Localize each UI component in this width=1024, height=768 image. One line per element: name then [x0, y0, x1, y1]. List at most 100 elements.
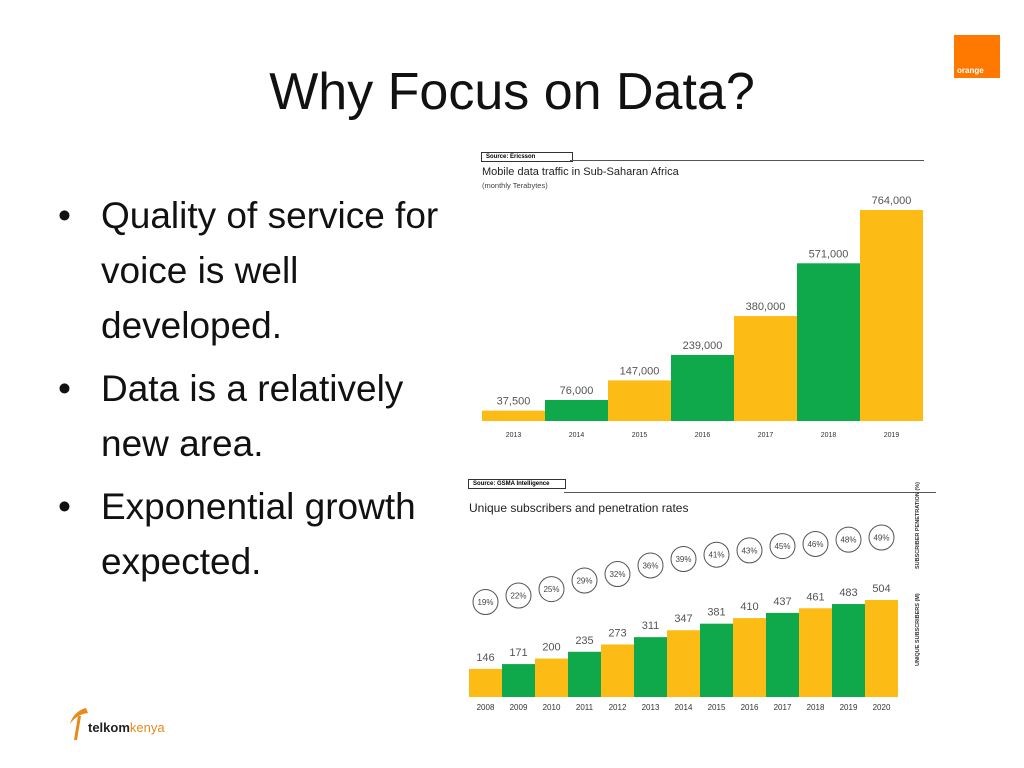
penetration-label: 45%: [774, 542, 790, 551]
bar-2016: [671, 354, 734, 421]
bar-2014: [667, 630, 700, 697]
data-label: 381: [707, 607, 725, 619]
penetration-circle: [736, 537, 763, 564]
tick-label: 2008: [477, 703, 495, 712]
bar-2020: [865, 600, 898, 697]
chart-header-rule: [564, 492, 936, 493]
data-label: 764,000: [872, 195, 912, 207]
penetration-label: 36%: [642, 561, 658, 570]
penetration-circle: [472, 589, 499, 615]
chart-subtitle: (monthly Terabytes): [482, 181, 548, 190]
chart-title: Mobile data traffic in Sub-Saharan Afric…: [482, 166, 679, 178]
tick-label: 2010: [543, 703, 561, 712]
bullet-text: Quality of service for voice is well dev…: [101, 195, 439, 346]
bullet-text: Exponential growth expected.: [101, 486, 416, 582]
tick-label: 2020: [873, 703, 891, 712]
penetration-circle: [538, 576, 565, 603]
orange-logo-text: orange: [957, 66, 984, 75]
penetration-label: 46%: [807, 540, 823, 549]
penetration-label: 43%: [741, 546, 757, 555]
bar-2013: [482, 410, 545, 421]
tick-label: 2009: [510, 703, 528, 712]
subscribers-chart: Source: GSMA Intelligence Unique subscri…: [464, 476, 938, 716]
bar-2011: [568, 651, 601, 697]
tick-label: 2018: [821, 432, 837, 439]
data-label: 76,000: [560, 385, 594, 397]
bar-2012: [601, 644, 634, 697]
data-label: 235: [575, 635, 593, 647]
bar-2018: [799, 608, 832, 697]
bar-2008: [469, 668, 502, 697]
data-traffic-chart-svg: 37,500 2013 76,000 2014 147,000 2015 239,000 20…: [482, 195, 923, 439]
tick-label: 2012: [609, 703, 627, 712]
tick-label: 2013: [642, 703, 660, 712]
penetration-label: 19%: [477, 598, 493, 607]
penetration-circle: [868, 524, 895, 551]
tick-label: 2019: [884, 432, 900, 439]
bar-2013: [634, 637, 667, 697]
penetration-circle: [571, 567, 598, 594]
bar-2017: [766, 612, 799, 697]
bullet-item: • Exponential growth expected.: [58, 479, 458, 589]
penetration-label: 41%: [708, 551, 724, 560]
data-label: 347: [674, 613, 692, 625]
data-label: 37,500: [497, 396, 531, 408]
data-label: 200: [542, 642, 560, 654]
bar-2019: [832, 604, 865, 697]
data-label: 146: [476, 652, 494, 664]
bar-2018: [797, 263, 860, 421]
tick-label: 2018: [807, 703, 825, 712]
penetration-label: 32%: [609, 570, 625, 579]
data-label: 147,000: [620, 365, 660, 377]
penetration-label: 25%: [543, 585, 559, 594]
bar-2010: [535, 658, 568, 697]
tick-label: 2019: [840, 703, 858, 712]
data-label: 461: [806, 591, 824, 603]
axis-label-penetration: SUBSCRIBER PENETRATION (%): [915, 482, 921, 569]
penetration-circle: [802, 530, 829, 557]
tick-label: 2017: [774, 703, 792, 712]
tick-label: 2013: [506, 432, 522, 439]
bar-2015: [700, 623, 733, 697]
chart-header-rule: [570, 160, 924, 161]
tick-label: 2014: [675, 703, 693, 712]
tick-label: 2011: [576, 703, 594, 712]
bullet-text: Data is a relatively new area.: [101, 368, 404, 464]
telkom-wordmark-light: kenya: [129, 720, 165, 735]
data-label: 504: [872, 583, 890, 595]
data-traffic-chart: Source: Ericsson Mobile data traffic in …: [478, 150, 930, 446]
tick-label: 2017: [758, 432, 774, 439]
tick-label: 2016: [695, 432, 711, 439]
data-label: 171: [509, 647, 527, 659]
penetration-circle: [604, 561, 631, 588]
penetration-circle: [703, 541, 730, 568]
penetration-circle: [670, 546, 697, 572]
bar-2019: [860, 210, 923, 421]
penetration-label: 22%: [510, 592, 526, 601]
bar-2016: [733, 618, 766, 697]
chart-title: Unique subscribers and penetration rates: [469, 501, 689, 515]
bar-2009: [502, 664, 535, 697]
bullet-item: • Quality of service for voice is well d…: [58, 188, 458, 353]
data-label: 380,000: [746, 301, 786, 313]
penetration-label: 39%: [675, 555, 691, 564]
penetration-label: 49%: [873, 534, 889, 543]
data-label: 311: [642, 620, 660, 632]
tick-label: 2015: [632, 432, 648, 439]
data-label: 239,000: [683, 340, 723, 352]
slide-title: Why Focus on Data?: [269, 63, 755, 121]
subscribers-chart-svg: 146 2008 19% 171 2009 22% 200 2010 25% 235 2011 29%…: [469, 482, 921, 712]
penetration-circle: [769, 533, 796, 560]
penetration-circle: [637, 552, 664, 579]
telkom-swoosh-icon: [70, 708, 88, 740]
tick-label: 2016: [741, 703, 759, 712]
bullet-list: • Quality of service for voice is well d…: [58, 188, 458, 597]
bullet-icon: •: [58, 368, 71, 409]
data-label: 410: [740, 601, 758, 613]
tick-label: 2014: [569, 432, 585, 439]
chart-source-label: Source: GSMA Intelligence: [468, 479, 566, 489]
bar-2017: [734, 316, 797, 421]
penetration-circle: [505, 582, 532, 609]
data-label: 483: [839, 587, 857, 599]
orange-logo: orange: [954, 35, 1000, 78]
